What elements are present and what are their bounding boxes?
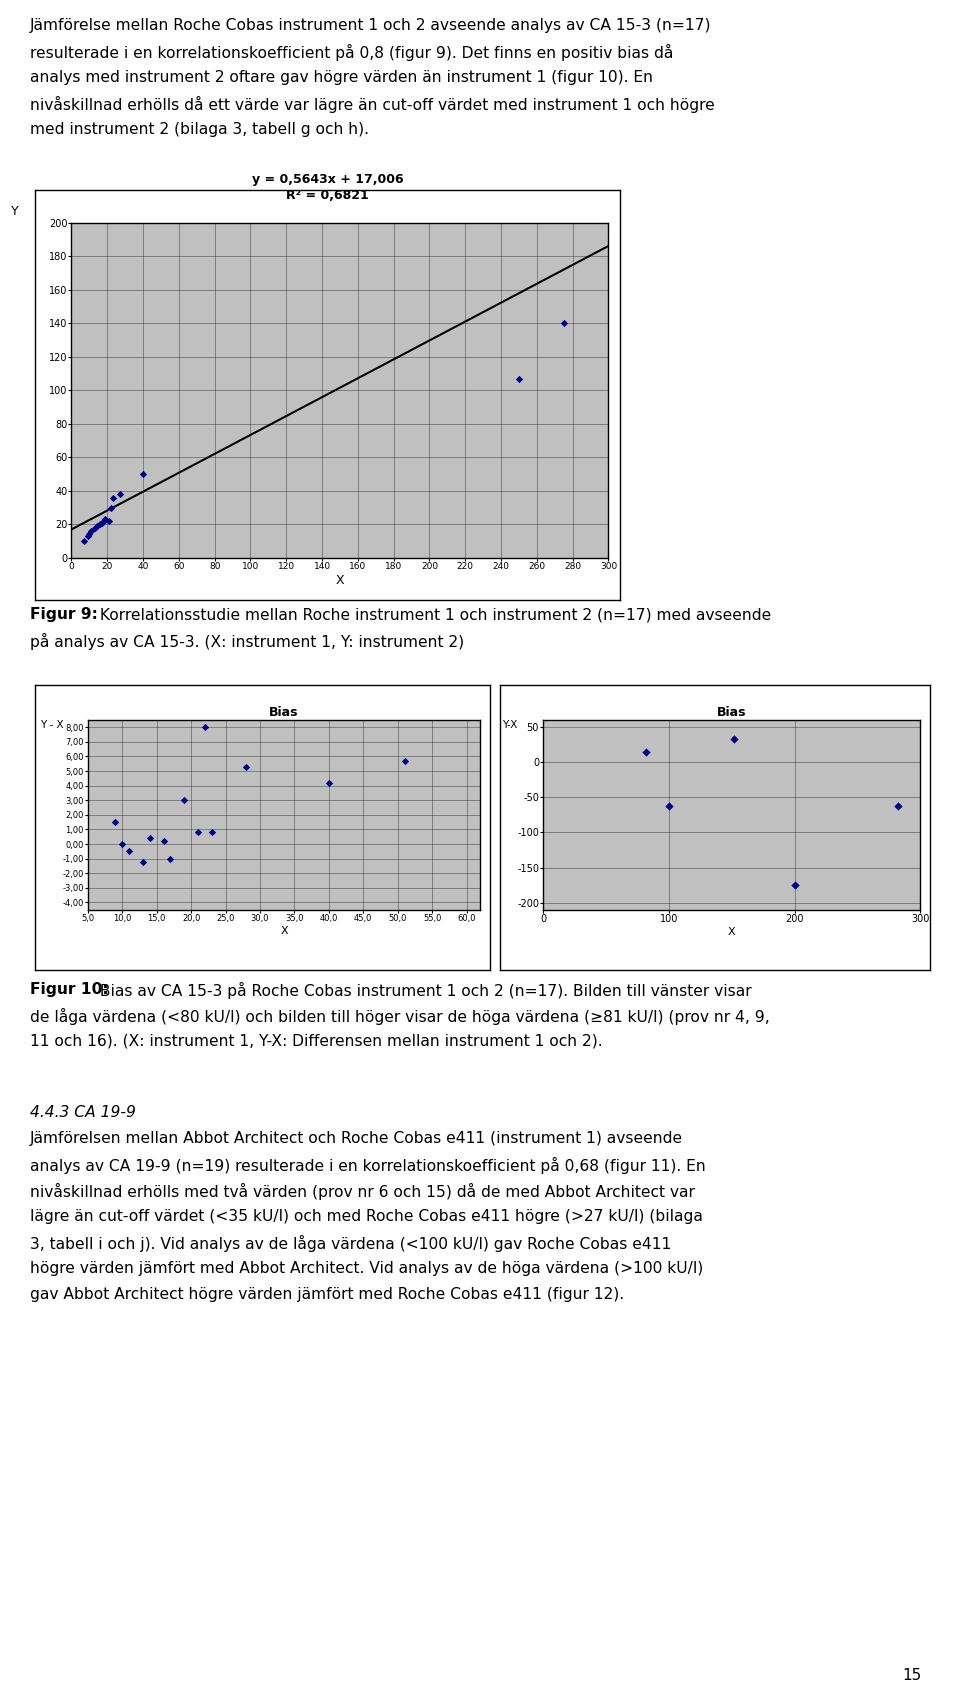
Title: Bias: Bias: [270, 706, 299, 718]
Point: [96, 507, 111, 534]
Text: nivåskillnad erhölls då ett värde var lägre än cut-off värdet med instrument 1 o: nivåskillnad erhölls då ett värde var lä…: [30, 96, 715, 113]
Point: [204, 819, 220, 846]
Point: [197, 713, 212, 740]
Text: 3, tabell i och j). Vid analys av de låga värdena (<100 kU/l) gav Roche Cobas e4: 3, tabell i och j). Vid analys av de låg…: [30, 1236, 671, 1253]
Point: [92, 511, 108, 538]
Point: [177, 787, 192, 814]
Text: R² = 0,6821: R² = 0,6821: [286, 189, 369, 202]
Point: [105, 484, 120, 511]
Text: Y: Y: [11, 206, 18, 217]
Text: nivåskillnad erhölls med två värden (prov nr 6 och 15) då de med Abbot Architect: nivåskillnad erhölls med två värden (pro…: [30, 1184, 695, 1200]
Text: Bias av CA 15-3 på Roche Cobas instrument 1 och 2 (n=17). Bilden till vänster vi: Bias av CA 15-3 på Roche Cobas instrumen…: [95, 981, 752, 1000]
Point: [135, 460, 151, 487]
Point: [103, 494, 118, 521]
Point: [108, 809, 123, 836]
X-axis label: X: X: [336, 573, 345, 587]
Text: 4.4.3 CA 19-9: 4.4.3 CA 19-9: [30, 1104, 136, 1120]
Text: resulterade i en korrelationskoefficient på 0,8 (figur 9). Det finns en positiv : resulterade i en korrelationskoefficient…: [30, 44, 673, 61]
Text: gav Abbot Architect högre värden jämfört med Roche Cobas e411 (figur 12).: gav Abbot Architect högre värden jämfört…: [30, 1286, 624, 1302]
Point: [322, 769, 337, 796]
Text: Figur 9:: Figur 9:: [30, 607, 98, 622]
Text: analys av CA 19-9 (n=19) resulterade i en korrelationskoefficient på 0,68 (figur: analys av CA 19-9 (n=19) resulterade i e…: [30, 1157, 706, 1173]
Point: [787, 872, 803, 899]
Point: [727, 725, 742, 752]
Text: 11 och 16). (X: instrument 1, Y-X: Differensen mellan instrument 1 och 2).: 11 och 16). (X: instrument 1, Y-X: Diffe…: [30, 1034, 603, 1049]
Point: [114, 831, 130, 858]
Point: [89, 513, 105, 540]
Point: [238, 754, 253, 781]
Title: Bias: Bias: [717, 706, 747, 718]
Text: analys med instrument 2 oftare gav högre värden än instrument 1 (figur 10). En: analys med instrument 2 oftare gav högre…: [30, 71, 653, 84]
Point: [556, 310, 571, 337]
Text: på analys av CA 15-3. (X: instrument 1, Y: instrument 2): på analys av CA 15-3. (X: instrument 1, …: [30, 632, 464, 651]
Point: [190, 819, 205, 846]
Text: Figur 10:: Figur 10:: [30, 981, 108, 996]
Point: [77, 528, 92, 555]
Text: Y-X: Y-X: [502, 720, 517, 730]
Text: y = 0,5643x + 17,006: y = 0,5643x + 17,006: [252, 174, 403, 185]
Point: [82, 521, 97, 548]
Text: högre värden jämfört med Abbot Architect. Vid analys av de höga värdena (>100 kU: högre värden jämfört med Abbot Architect…: [30, 1261, 704, 1276]
Text: Y - X: Y - X: [39, 720, 63, 730]
Text: Jämförelsen mellan Abbot Architect och Roche Cobas e411 (instrument 1) avseende: Jämförelsen mellan Abbot Architect och R…: [30, 1131, 684, 1146]
Point: [135, 848, 151, 875]
X-axis label: X: X: [728, 927, 735, 937]
Text: lägre än cut-off värdet (<35 kU/l) och med Roche Cobas e411 högre (>27 kU/l) (bi: lägre än cut-off värdet (<35 kU/l) och m…: [30, 1209, 703, 1224]
Point: [122, 838, 137, 865]
Point: [661, 792, 677, 819]
Point: [80, 523, 95, 550]
Text: 15: 15: [902, 1667, 922, 1683]
Point: [396, 747, 412, 774]
Text: med instrument 2 (bilaga 3, tabell g och h).: med instrument 2 (bilaga 3, tabell g och…: [30, 121, 369, 137]
Point: [142, 824, 157, 851]
Text: Jämförelse mellan Roche Cobas instrument 1 och 2 avseende analys av CA 15-3 (n=1: Jämförelse mellan Roche Cobas instrument…: [30, 19, 711, 34]
Point: [112, 481, 128, 507]
Point: [84, 518, 99, 545]
Point: [890, 792, 905, 819]
Point: [638, 738, 654, 765]
Point: [156, 828, 171, 855]
Point: [102, 507, 117, 534]
Point: [94, 509, 109, 536]
Text: de låga värdena (<80 kU/l) och bilden till höger visar de höga värdena (≥81 kU/l: de låga värdena (<80 kU/l) och bilden ti…: [30, 1008, 770, 1025]
Point: [87, 514, 103, 541]
Point: [163, 845, 179, 872]
X-axis label: X: X: [280, 926, 288, 936]
Point: [98, 506, 113, 533]
Point: [512, 366, 527, 393]
Text: Korrelationsstudie mellan Roche instrument 1 och instrument 2 (n=17) med avseend: Korrelationsstudie mellan Roche instrume…: [95, 607, 772, 622]
